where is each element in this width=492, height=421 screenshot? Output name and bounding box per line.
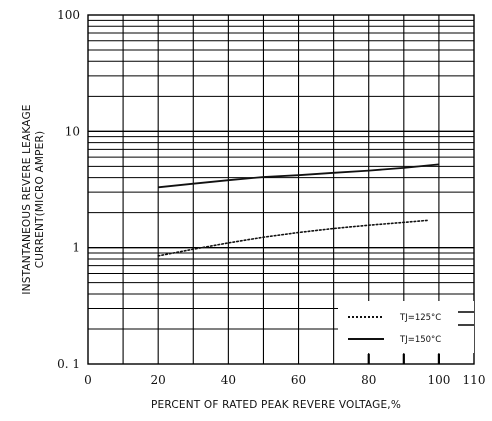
x-tick-label: 20 — [151, 373, 166, 387]
series-line-tj125 — [158, 220, 428, 256]
legend-label: TJ=150°C — [399, 335, 441, 345]
legend-background — [338, 301, 474, 353]
y-tick-label: 0. 1 — [57, 357, 80, 371]
legend: TJ=125°C TJ=150°C — [338, 301, 474, 364]
y-axis-label-line-1: INSTANTANEOUS REVERE LEAKAGE — [21, 104, 33, 294]
x-tick-label: 80 — [361, 373, 376, 387]
x-tick-label: 110 — [463, 373, 486, 387]
x-tick-label: 40 — [221, 373, 236, 387]
y-tick-label: 100 — [57, 8, 80, 22]
y-tick-label: 10 — [65, 124, 80, 138]
x-axis-label: PERCENT OF RATED PEAK REVERE VOLTAGE,% — [151, 399, 401, 411]
legend-label: TJ=125°C — [399, 313, 441, 323]
x-tick-label: 0 — [84, 373, 92, 387]
y-tick-label: 1 — [72, 241, 80, 255]
x-tick-label: 60 — [291, 373, 306, 387]
y-axis-label-line-2: CURRENT(MICRO AMPER) — [34, 131, 46, 269]
x-tick-label: 100 — [427, 373, 450, 387]
